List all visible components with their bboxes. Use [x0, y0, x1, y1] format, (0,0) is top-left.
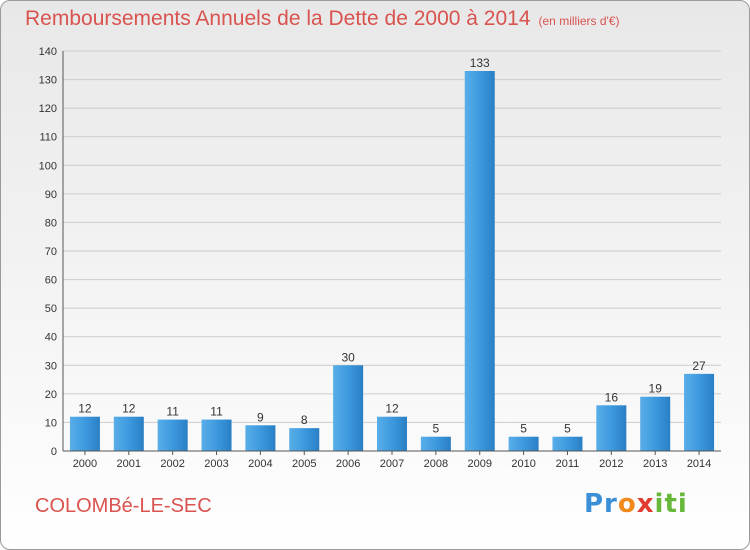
x-tick-label: 2011: [556, 458, 580, 470]
chart-title: Remboursements Annuels de la Dette de 20…: [25, 7, 620, 31]
bar-value-label: 9: [257, 410, 264, 424]
axes: [62, 51, 721, 452]
x-tick-label: 2003: [204, 458, 228, 470]
y-tick-label: 130: [39, 75, 57, 87]
grid-lines: [63, 50, 721, 452]
bar-2013: [640, 396, 671, 451]
x-tick-label: 2001: [117, 458, 141, 470]
y-tick-label: 140: [39, 46, 57, 58]
commune-name: COLOMBé-LE-SEC: [35, 495, 212, 517]
x-tick-label: 2010: [511, 458, 535, 470]
y-tick-label: 110: [39, 132, 57, 144]
bar-value-label: 12: [122, 402, 136, 416]
x-tick-label: 2007: [380, 458, 404, 470]
bar-value-label: 27: [692, 359, 706, 373]
y-tick-label: 50: [45, 303, 57, 315]
x-tick-label: 2014: [687, 458, 711, 470]
y-tick-label: 120: [39, 103, 57, 115]
y-tick-label: 60: [45, 275, 57, 287]
bar-2009: [464, 71, 495, 451]
bar-2004: [245, 425, 276, 451]
x-tick-label: 2012: [599, 458, 623, 470]
x-tick-label: 2008: [424, 458, 448, 470]
y-axis-ticks: 0 10 20 30 40 50 60 70 80 90 100 110 120 130 140: [39, 46, 57, 458]
x-tick-label: 2005: [292, 458, 316, 470]
y-tick-label: 100: [39, 160, 57, 172]
x-tick-label: 2002: [160, 458, 184, 470]
x-tick-label: 2000: [73, 458, 97, 470]
bar-value-label: 12: [385, 402, 399, 416]
bar-value-label: 30: [341, 350, 355, 364]
bar-value-label: 16: [605, 390, 619, 404]
x-tick-label: 2009: [467, 458, 491, 470]
y-tick-label: 10: [45, 417, 57, 429]
bar-value-label: 19: [649, 382, 663, 396]
bar-value-label: 11: [210, 405, 223, 419]
bar-2005: [289, 428, 320, 451]
bar-2006: [333, 365, 364, 451]
x-tick-label: 2006: [336, 458, 360, 470]
proxiti-logo: Proxiti: [584, 489, 688, 519]
bar-2014: [684, 373, 715, 451]
bar-value-label: 5: [564, 422, 571, 436]
bar-value-label: 12: [78, 402, 92, 416]
bars: 12 12 11 11 9 8 30 12 5 133 5 5 16 19 27: [69, 56, 715, 451]
y-tick-label: 40: [45, 332, 57, 344]
bar-2003: [201, 419, 232, 451]
y-tick-label: 0: [51, 446, 57, 458]
bar-value-label: 8: [301, 413, 308, 427]
bar-2010: [508, 436, 539, 451]
bar-2012: [596, 405, 627, 451]
bar-value-label: 5: [520, 422, 527, 436]
bar-2000: [69, 416, 100, 451]
bar-2001: [113, 416, 144, 451]
bar-2002: [157, 419, 188, 451]
bar-2011: [552, 436, 583, 451]
x-tick-label: 2013: [643, 458, 667, 470]
bar-value-label: 5: [433, 422, 440, 436]
bar-value-label: 11: [166, 405, 179, 419]
chart-title-text: Remboursements Annuels de la Dette de 20…: [25, 7, 531, 30]
y-tick-label: 80: [45, 217, 57, 229]
bar-value-label: 133: [470, 56, 490, 70]
y-tick-label: 70: [45, 246, 57, 258]
x-axis-ticks: 2000 2001 2002 2003 2004 2005 2006 2007 2008 2009…: [73, 451, 711, 470]
y-tick-label: 30: [45, 360, 57, 372]
chart-unit: (en milliers d'€): [538, 14, 620, 28]
y-tick-label: 20: [45, 389, 57, 401]
x-tick-label: 2004: [248, 458, 272, 470]
bar-2008: [420, 436, 451, 451]
bar-2007: [377, 416, 407, 451]
y-tick-label: 90: [45, 189, 57, 201]
